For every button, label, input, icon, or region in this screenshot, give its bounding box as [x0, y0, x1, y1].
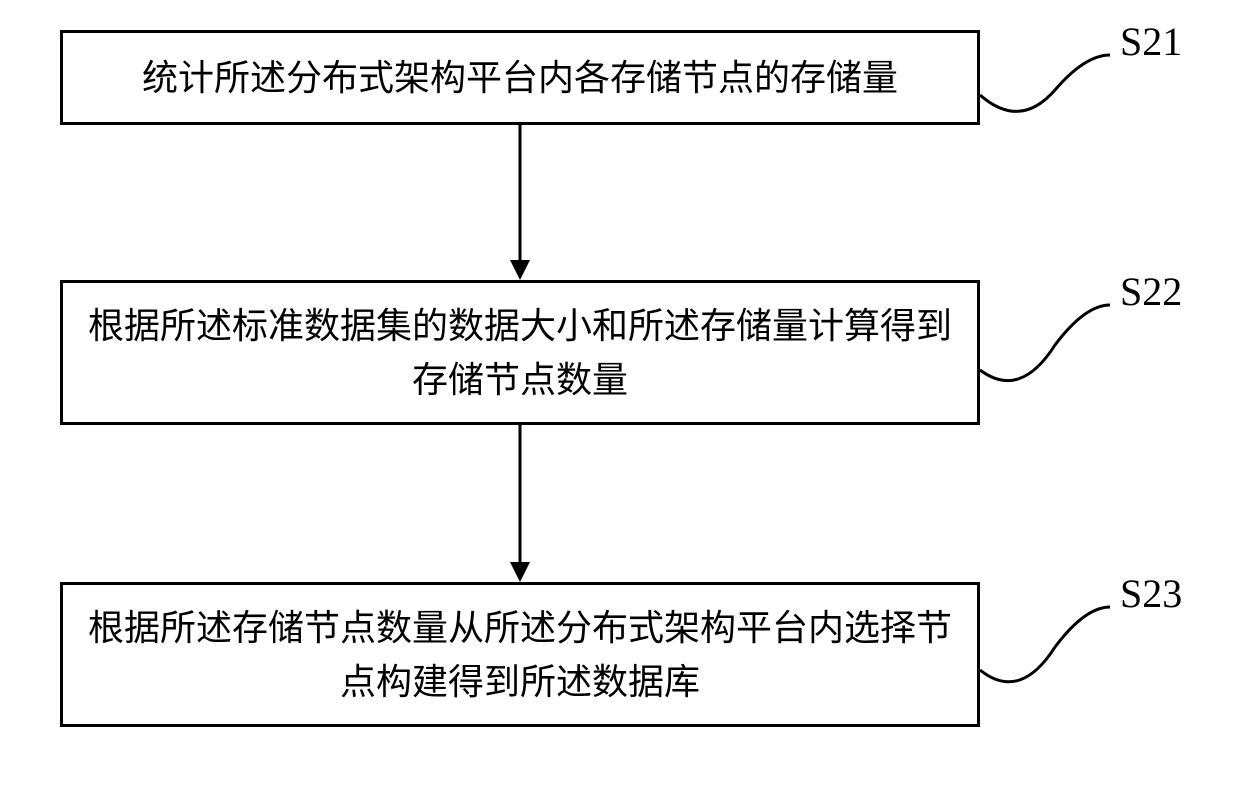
- step-text-s22: 根据所述标准数据集的数据大小和所述存储量计算得到存储节点数量: [88, 299, 952, 407]
- step-box-s21: 统计所述分布式架构平台内各存储节点的存储量: [60, 30, 980, 125]
- step-text-s21: 统计所述分布式架构平台内各存储节点的存储量: [142, 51, 898, 105]
- arrow-s21-s22: [505, 125, 535, 285]
- curve-connector-s22: [980, 290, 1120, 390]
- arrow-s22-s23: [505, 425, 535, 585]
- step-label-s23: S23: [1120, 570, 1182, 617]
- curve-connector-s21: [980, 40, 1120, 130]
- step-label-s22: S22: [1120, 268, 1182, 315]
- step-label-s21: S21: [1120, 18, 1182, 65]
- curve-connector-s23: [980, 592, 1120, 692]
- flowchart-container: 统计所述分布式架构平台内各存储节点的存储量 S21 根据所述标准数据集的数据大小…: [0, 0, 1239, 793]
- step-box-s23: 根据所述存储节点数量从所述分布式架构平台内选择节点构建得到所述数据库: [60, 582, 980, 727]
- step-text-s23: 根据所述存储节点数量从所述分布式架构平台内选择节点构建得到所述数据库: [88, 601, 952, 709]
- step-box-s22: 根据所述标准数据集的数据大小和所述存储量计算得到存储节点数量: [60, 280, 980, 425]
